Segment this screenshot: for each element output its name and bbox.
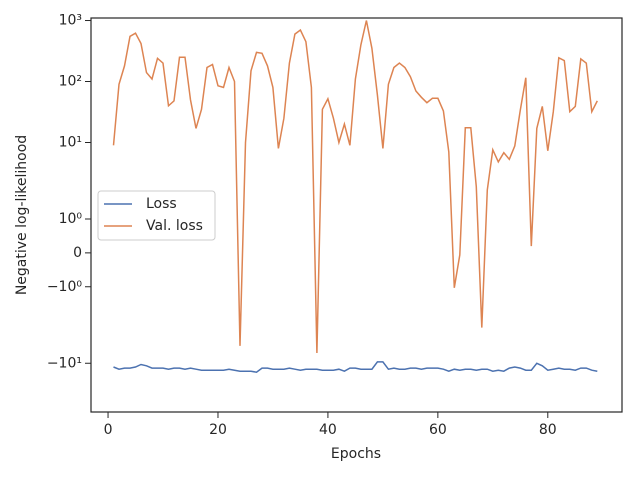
y-axis-label: Negative log-likelihood [14, 135, 30, 295]
y-tick-label: 10² [59, 74, 82, 90]
x-tick-label: 0 [104, 422, 113, 438]
y-tick-label: −10¹ [47, 355, 82, 371]
y-tick-label: 10¹ [59, 134, 82, 150]
line-series [112, 20, 598, 354]
x-tick-label: 80 [539, 422, 557, 438]
y-tick-label: 10⁰ [59, 211, 83, 227]
y-tick-label: 10³ [59, 13, 82, 29]
x-tick-label: 60 [429, 422, 447, 438]
x-tick-label: 40 [319, 422, 337, 438]
x-axis-label: Epochs [331, 446, 381, 462]
x-tick-label: 20 [209, 422, 227, 438]
legend-label: Val. loss [146, 218, 203, 234]
legend-label: Loss [146, 196, 177, 212]
plot-frame [90, 17, 623, 413]
y-tick-label: −10⁰ [47, 279, 83, 295]
line-series [113, 361, 598, 373]
y-tick-label: 0 [73, 245, 82, 261]
